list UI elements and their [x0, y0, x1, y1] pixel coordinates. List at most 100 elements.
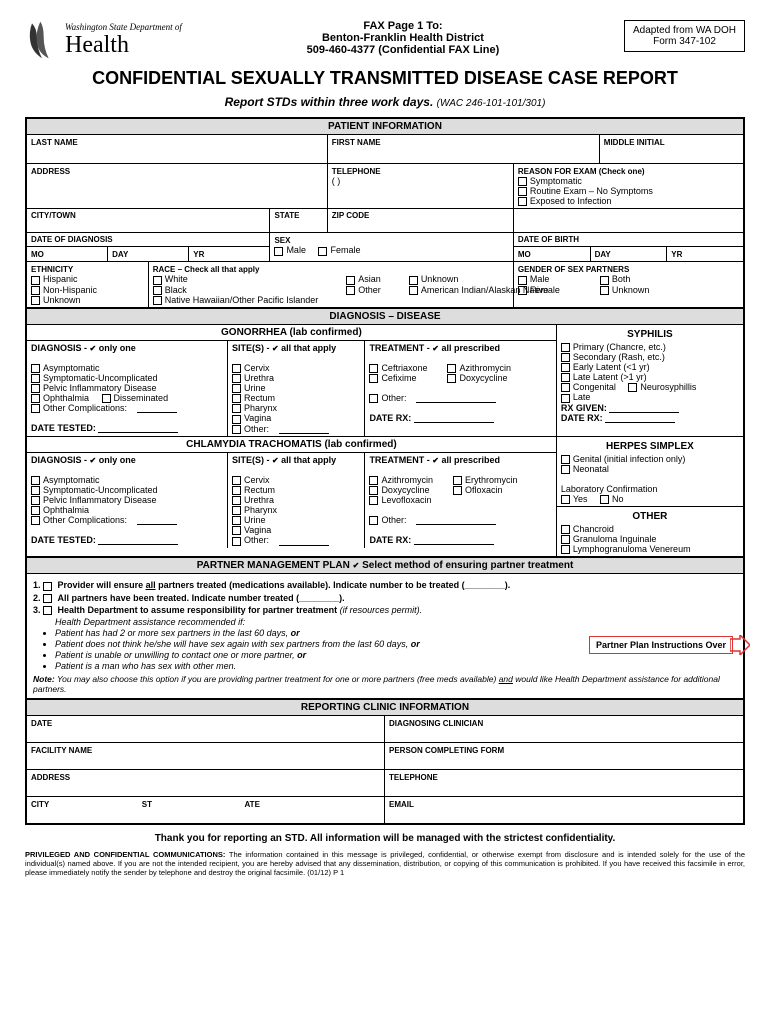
cb-gsp-f[interactable]	[518, 286, 527, 295]
cb-rectum-g[interactable]	[232, 394, 241, 403]
cb-symptomatic[interactable]	[518, 177, 527, 186]
or1: or	[291, 628, 300, 638]
cb-oflox[interactable]	[453, 486, 462, 495]
cb-urethra-g[interactable]	[232, 374, 241, 383]
cb-asian[interactable]	[346, 276, 355, 285]
cb-azith-g[interactable]	[447, 364, 456, 373]
d5g: Disseminated	[114, 393, 169, 403]
cb-no[interactable]	[600, 495, 609, 504]
cb-hisp[interactable]	[31, 276, 40, 285]
p1b: all	[146, 580, 156, 590]
si4c: Rectum	[244, 485, 275, 495]
d1c: Asymptomatic	[43, 475, 100, 485]
cb-levo[interactable]	[369, 496, 378, 505]
g1: Male	[530, 274, 550, 284]
cb-doxy-c[interactable]	[369, 486, 378, 495]
cb-gsp-u[interactable]	[600, 286, 609, 295]
e1: Hispanic	[43, 274, 78, 284]
herp-hdr: HERPES SIMPLEX	[561, 439, 739, 454]
cb-pm1[interactable]	[43, 582, 52, 591]
cb-nhpi[interactable]	[153, 296, 162, 305]
sy2: Secondary (Rash, etc.)	[573, 352, 665, 362]
cb-symp-c[interactable]	[31, 486, 40, 495]
cb-urine-g[interactable]	[232, 384, 241, 393]
logo-block: Washington State Department of Health	[25, 20, 182, 60]
yr1: YR	[193, 250, 204, 259]
tel-label: TELEPHONE	[332, 167, 381, 176]
cb-sy1[interactable]	[561, 343, 570, 352]
cb-other-site-c[interactable]	[232, 537, 241, 546]
cb-other-site-g[interactable]	[232, 425, 241, 434]
cb-o2[interactable]	[561, 535, 570, 544]
wac-text: (WAC 246-101-101/301)	[437, 98, 546, 109]
email-lbl: EMAIL	[389, 800, 414, 809]
cb-pharynx-g[interactable]	[232, 404, 241, 413]
b1: Patient has had 2 or more sex partners i…	[55, 628, 291, 638]
cb-eryth[interactable]	[453, 476, 462, 485]
cb-doxy-g[interactable]	[447, 374, 456, 383]
day2: DAY	[595, 250, 611, 259]
cb-asym-c[interactable]	[31, 476, 40, 485]
cb-sy7[interactable]	[561, 394, 570, 403]
cb-black[interactable]	[153, 286, 162, 295]
cb-female[interactable]	[318, 247, 327, 256]
cb-aian[interactable]	[409, 286, 418, 295]
first-name-label: FIRST NAME	[332, 138, 381, 147]
cb-oph-g[interactable]	[31, 394, 40, 403]
cb-vagina-c[interactable]	[232, 526, 241, 535]
day1: DAY	[112, 250, 128, 259]
cb-urethra-c[interactable]	[232, 496, 241, 505]
cb-h2[interactable]	[561, 465, 570, 474]
p3a: Health Department to assume responsibili…	[58, 605, 340, 615]
cb-pid-g[interactable]	[31, 384, 40, 393]
cb-oc-g[interactable]	[31, 404, 40, 413]
cb-sy3[interactable]	[561, 363, 570, 372]
cb-white[interactable]	[153, 276, 162, 285]
only-c: only one	[99, 455, 136, 465]
cb-pharynx-c[interactable]	[232, 506, 241, 515]
cb-pm2[interactable]	[43, 594, 52, 603]
cb-gsp-m[interactable]	[518, 276, 527, 285]
cb-pid-c[interactable]	[31, 496, 40, 505]
cb-oc-c[interactable]	[31, 516, 40, 525]
sy4: Late Latent (>1 yr)	[573, 372, 647, 382]
d4g: Ophthalmia	[43, 393, 89, 403]
cb-cervix-c[interactable]	[232, 476, 241, 485]
cb-pm3[interactable]	[43, 606, 52, 615]
cb-vagina-g[interactable]	[232, 415, 241, 424]
cb-o3[interactable]	[561, 545, 570, 554]
cb-gsp-b[interactable]	[600, 276, 609, 285]
d3c: Pelvic Inflammatory Disease	[43, 495, 157, 505]
cb-azith-c[interactable]	[369, 476, 378, 485]
cb-other-tx-c[interactable]	[369, 516, 378, 525]
cb-other-race[interactable]	[346, 286, 355, 295]
cb-diss-g[interactable]	[102, 394, 111, 403]
cb-h1[interactable]	[561, 455, 570, 464]
cb-sy4[interactable]	[561, 373, 570, 382]
cb-unk-eth[interactable]	[31, 296, 40, 305]
cb-yes[interactable]	[561, 495, 570, 504]
cb-asym-g[interactable]	[31, 364, 40, 373]
cb-cervix-g[interactable]	[232, 364, 241, 373]
cb-exposed[interactable]	[518, 197, 527, 206]
arrow-text: Partner Plan Instructions Over	[596, 640, 726, 650]
h1: Genital (initial infection only)	[573, 454, 686, 464]
cb-rectum-c[interactable]	[232, 486, 241, 495]
cb-unk-race[interactable]	[409, 276, 418, 285]
cb-cefix[interactable]	[369, 374, 378, 383]
cb-nonhisp[interactable]	[31, 286, 40, 295]
cb-o1[interactable]	[561, 525, 570, 534]
cb-sy5[interactable]	[561, 383, 570, 392]
cb-urine-c[interactable]	[232, 516, 241, 525]
cb-sy6[interactable]	[628, 383, 637, 392]
cb-ceft[interactable]	[369, 364, 378, 373]
cb-symp-g[interactable]	[31, 374, 40, 383]
cb-oph-c[interactable]	[31, 506, 40, 515]
cb-other-tx-g[interactable]	[369, 394, 378, 403]
other-hdr: OTHER	[561, 509, 739, 524]
cb-sy2[interactable]	[561, 353, 570, 362]
g2: Female	[530, 285, 560, 295]
cb-routine[interactable]	[518, 187, 527, 196]
cb-male[interactable]	[274, 247, 283, 256]
d2g: Symptomatic-Uncomplicated	[43, 373, 158, 383]
